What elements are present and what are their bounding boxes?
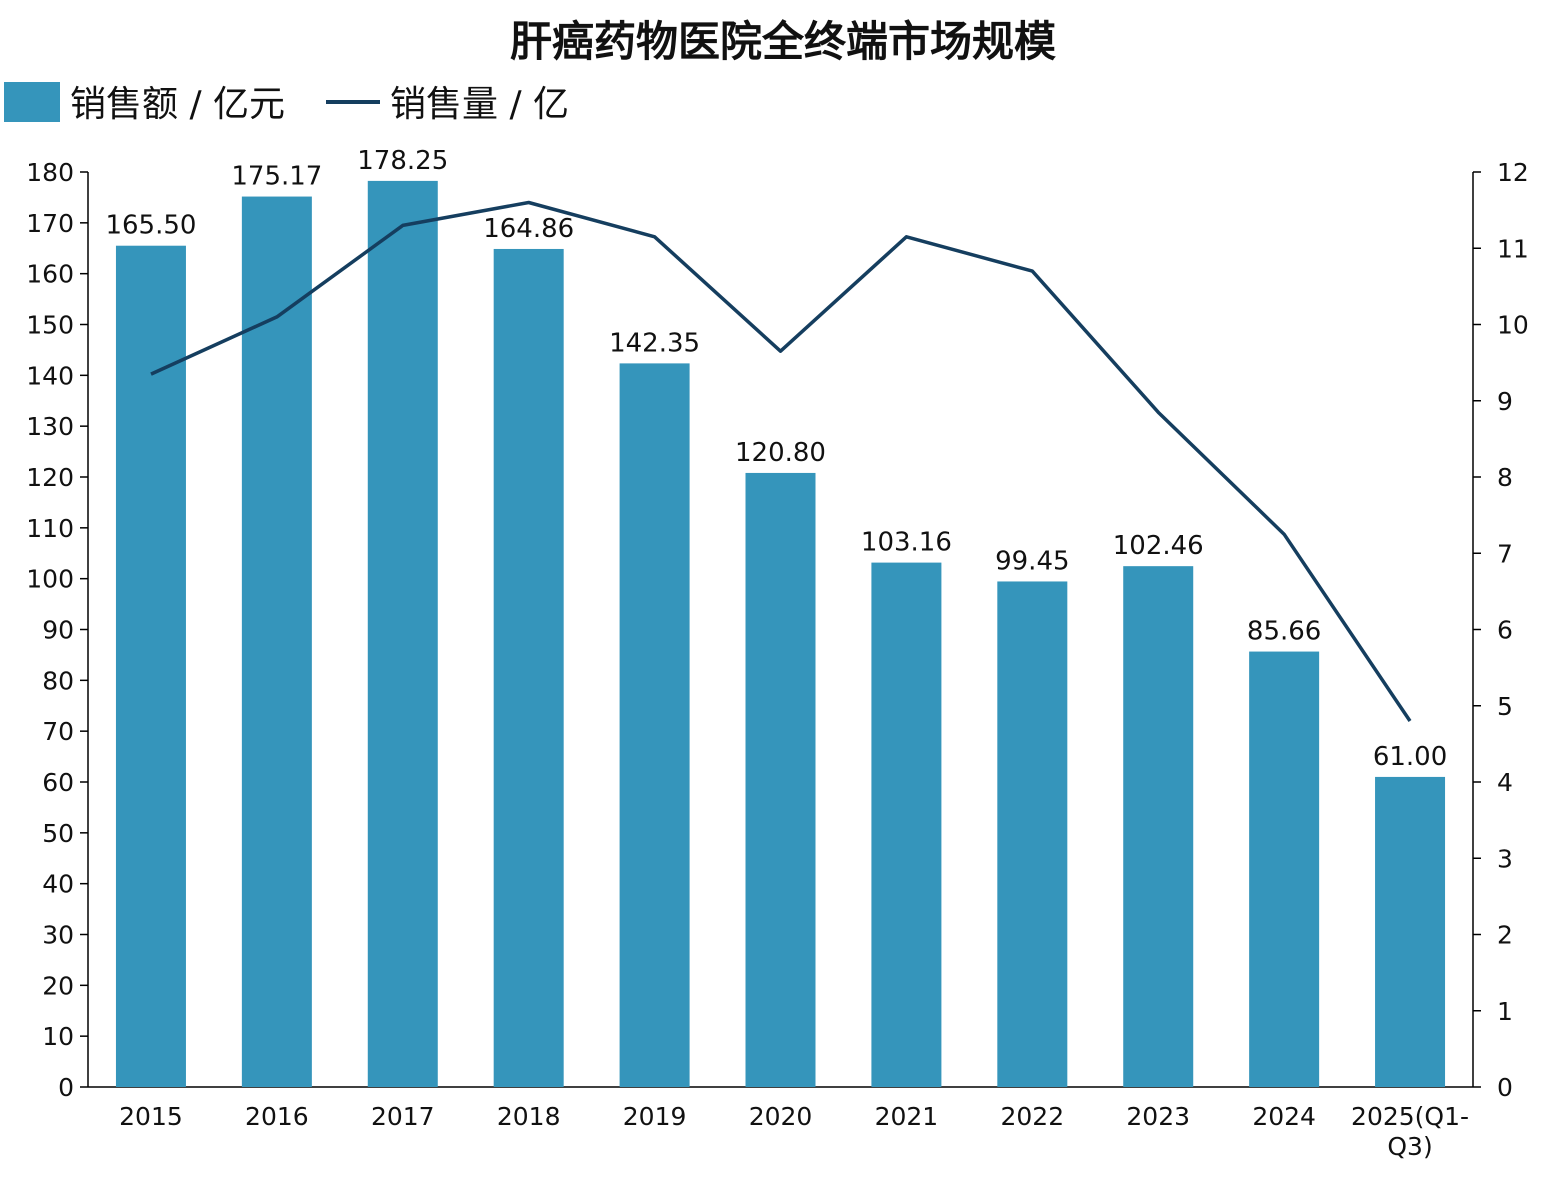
right-tick-label: 4 — [1497, 768, 1513, 797]
bar-value-label: 164.86 — [483, 214, 574, 244]
left-tick-label: 80 — [42, 666, 74, 695]
bar-value-label: 175.17 — [231, 162, 322, 192]
right-tick-label: 9 — [1497, 387, 1513, 416]
left-tick-label: 170 — [26, 209, 74, 238]
bar — [115, 245, 186, 1088]
x-tick-label: 2021 — [875, 1102, 939, 1131]
bar-value-label: 120.80 — [735, 438, 826, 468]
right-tick-label: 1 — [1497, 997, 1513, 1026]
x-tick-label: 2022 — [1001, 1102, 1065, 1131]
axes: 0102030405060708090100110120130140150160… — [26, 158, 1529, 1102]
x-tick-label: 2023 — [1126, 1102, 1190, 1131]
bar — [1375, 776, 1446, 1087]
left-tick-label: 120 — [26, 463, 74, 492]
bar-value-label: 61.00 — [1373, 742, 1447, 772]
left-tick-label: 160 — [26, 260, 74, 289]
legend-line-label: 销售量 / 亿 — [390, 84, 569, 125]
left-tick-label: 0 — [58, 1073, 74, 1102]
right-tick-label: 6 — [1497, 616, 1513, 645]
x-tick-label: 2016 — [245, 1102, 309, 1131]
data-labels: 165.50 175.17 178.25 164.86 142.35 120.80 103.… — [105, 146, 1447, 772]
bar-value-label: 102.46 — [1113, 531, 1204, 561]
bar — [1123, 566, 1194, 1087]
x-tick-label: 2017 — [371, 1102, 435, 1131]
legend-bar-label: 销售额 / 亿元 — [70, 84, 285, 125]
left-tick-label: 60 — [42, 768, 74, 797]
bar-value-label: 142.35 — [609, 328, 700, 358]
left-tick-label: 110 — [26, 514, 74, 543]
right-tick-label: 11 — [1497, 234, 1529, 263]
bar — [1249, 651, 1320, 1087]
x-axis-labels: 2015 2016 2017 2018 2019 2020 2021 2022 2023 2024… — [119, 1102, 1469, 1161]
x-tick-label: 2025(Q1-Q3) — [1351, 1102, 1469, 1161]
right-tick-label: 2 — [1497, 921, 1513, 950]
right-tick-label: 5 — [1497, 692, 1513, 721]
bar-value-label: 165.50 — [105, 211, 196, 241]
bar — [745, 472, 816, 1087]
left-tick-label: 90 — [42, 616, 74, 645]
bar — [367, 180, 438, 1088]
bar-value-label: 85.66 — [1247, 617, 1321, 647]
right-tick-label: 0 — [1497, 1073, 1513, 1102]
legend: 销售额 / 亿元 销售量 / 亿 — [4, 82, 569, 125]
right-tick-label: 8 — [1497, 463, 1513, 492]
bar — [619, 363, 690, 1087]
x-tick-label: 2019 — [623, 1102, 687, 1131]
left-tick-label: 70 — [42, 717, 74, 746]
chart-title: 肝癌药物医院全终端市场规模 — [510, 17, 1056, 66]
right-tick-label: 10 — [1497, 311, 1529, 340]
left-tick-label: 20 — [42, 971, 74, 1000]
left-tick-label: 50 — [42, 819, 74, 848]
legend-bar-swatch — [4, 82, 60, 122]
bar — [493, 248, 564, 1087]
x-tick-label: 2015 — [119, 1102, 183, 1131]
bar-value-label: 99.45 — [995, 546, 1069, 576]
x-tick-label: 2018 — [497, 1102, 561, 1131]
right-tick-label: 12 — [1497, 158, 1529, 187]
bar-value-label: 103.16 — [861, 528, 952, 558]
line-series — [150, 200, 1412, 722]
bar-series — [115, 180, 1446, 1088]
bar-value-label: 178.25 — [357, 146, 448, 176]
x-tick-label: 2024 — [1252, 1102, 1316, 1131]
left-tick-label: 140 — [26, 361, 74, 390]
bar — [871, 562, 942, 1087]
left-tick-label: 30 — [42, 921, 74, 950]
bar — [241, 196, 312, 1088]
left-tick-label: 150 — [26, 311, 74, 340]
right-tick-label: 3 — [1497, 844, 1513, 873]
left-tick-label: 130 — [26, 412, 74, 441]
bar — [997, 581, 1068, 1087]
left-tick-label: 180 — [26, 158, 74, 187]
left-tick-label: 100 — [26, 565, 74, 594]
x-tick-label: 2020 — [749, 1102, 813, 1131]
right-tick-label: 7 — [1497, 539, 1513, 568]
left-tick-label: 40 — [42, 870, 74, 899]
left-tick-label: 10 — [42, 1022, 74, 1051]
